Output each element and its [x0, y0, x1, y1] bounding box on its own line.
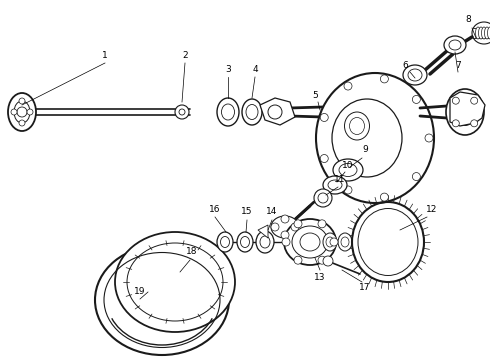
Text: 6: 6 — [402, 60, 408, 69]
Ellipse shape — [217, 232, 233, 252]
Ellipse shape — [485, 27, 490, 39]
Ellipse shape — [323, 233, 337, 251]
Ellipse shape — [246, 104, 258, 120]
Ellipse shape — [446, 89, 484, 135]
Polygon shape — [450, 92, 485, 126]
Ellipse shape — [271, 216, 299, 238]
Text: 8: 8 — [465, 15, 471, 24]
Ellipse shape — [221, 104, 235, 120]
Text: 18: 18 — [186, 248, 198, 256]
Text: 19: 19 — [134, 288, 146, 297]
Ellipse shape — [316, 73, 434, 203]
Text: 13: 13 — [314, 274, 326, 283]
Circle shape — [294, 220, 302, 228]
Ellipse shape — [242, 99, 262, 125]
Text: 17: 17 — [359, 284, 371, 292]
Circle shape — [318, 220, 326, 228]
Circle shape — [294, 256, 302, 264]
Circle shape — [344, 186, 352, 194]
Circle shape — [281, 215, 289, 223]
Ellipse shape — [95, 245, 229, 355]
Circle shape — [318, 256, 326, 264]
Ellipse shape — [115, 232, 235, 332]
Circle shape — [268, 105, 282, 119]
Circle shape — [452, 120, 459, 127]
Circle shape — [413, 95, 420, 103]
Circle shape — [11, 109, 17, 115]
Text: 3: 3 — [225, 66, 231, 75]
Text: 7: 7 — [455, 60, 461, 69]
Circle shape — [471, 97, 478, 104]
Text: 11: 11 — [334, 175, 346, 184]
Text: 5: 5 — [312, 90, 318, 99]
Text: 12: 12 — [426, 206, 438, 215]
Circle shape — [380, 75, 389, 83]
Circle shape — [452, 97, 459, 104]
Circle shape — [17, 107, 27, 117]
Circle shape — [380, 193, 389, 201]
Polygon shape — [260, 98, 295, 125]
Circle shape — [320, 113, 328, 121]
Polygon shape — [258, 225, 268, 238]
Ellipse shape — [488, 27, 490, 39]
Ellipse shape — [217, 98, 239, 126]
Circle shape — [175, 105, 189, 119]
Circle shape — [413, 172, 420, 181]
Circle shape — [19, 98, 25, 104]
Text: 1: 1 — [102, 50, 108, 59]
Circle shape — [323, 256, 333, 266]
Ellipse shape — [479, 27, 484, 39]
Circle shape — [330, 238, 338, 246]
Ellipse shape — [333, 159, 363, 181]
Text: 16: 16 — [209, 206, 221, 215]
Ellipse shape — [338, 233, 352, 251]
Text: 14: 14 — [266, 207, 278, 216]
Text: 15: 15 — [241, 207, 253, 216]
Circle shape — [344, 82, 352, 90]
Circle shape — [314, 189, 332, 207]
Text: 4: 4 — [252, 66, 258, 75]
Circle shape — [471, 120, 478, 127]
Ellipse shape — [482, 27, 487, 39]
Circle shape — [281, 231, 289, 239]
Circle shape — [425, 134, 433, 142]
Circle shape — [179, 109, 185, 115]
Text: 9: 9 — [362, 145, 368, 154]
Ellipse shape — [323, 176, 347, 194]
Ellipse shape — [237, 232, 253, 252]
Ellipse shape — [475, 27, 481, 39]
Ellipse shape — [444, 36, 466, 54]
Ellipse shape — [8, 93, 36, 131]
Text: 2: 2 — [182, 50, 188, 59]
Circle shape — [19, 120, 25, 126]
Circle shape — [27, 109, 33, 115]
Ellipse shape — [403, 65, 427, 85]
Circle shape — [291, 223, 299, 231]
Ellipse shape — [284, 219, 336, 265]
Circle shape — [271, 223, 279, 231]
Circle shape — [282, 238, 290, 246]
Text: 10: 10 — [342, 161, 354, 170]
Circle shape — [320, 154, 328, 162]
Ellipse shape — [256, 231, 274, 253]
